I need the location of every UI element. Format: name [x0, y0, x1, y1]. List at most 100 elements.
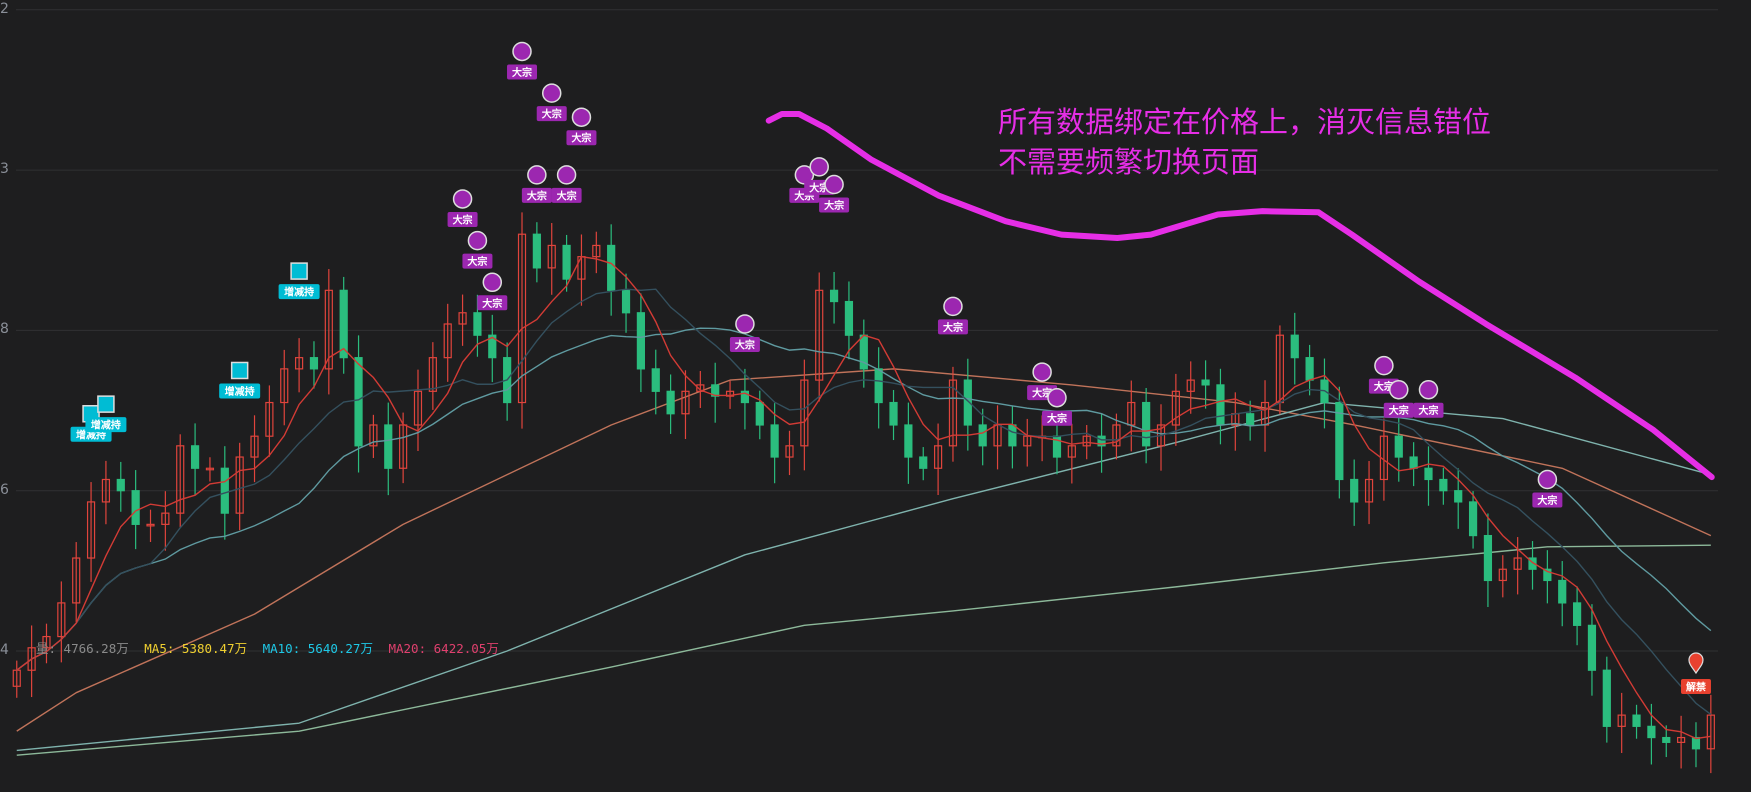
marker-label: 增减持: [284, 286, 314, 299]
long-ma-lines: [16, 368, 1712, 756]
candle-up: [72, 557, 81, 604]
marker-label-bg: [462, 253, 493, 269]
candle-down: [354, 357, 363, 447]
marker-label-bg: [219, 383, 261, 399]
dazong-circle-icon: [541, 83, 562, 103]
candle-down: [1216, 384, 1225, 426]
marker-label-bg: [536, 106, 567, 122]
legend-ma20: MA20: 6422.05万: [388, 641, 499, 656]
dazong-circle-icon: [735, 314, 755, 334]
dazong-circle-icon: [1032, 362, 1052, 382]
candle-down: [1454, 490, 1463, 503]
candle-down: [309, 357, 319, 370]
marker-dazong: 大宗: [447, 189, 478, 227]
annotation-text: 所有数据绑定在价格上，消灭信息错位 不需要频繁切换页面: [998, 102, 1491, 182]
candle-down: [1528, 557, 1537, 570]
candle-up: [413, 390, 423, 426]
dazong-circle-icon: [809, 157, 829, 177]
marker-label-bg: [278, 284, 320, 300]
dazong-circle-icon: [824, 174, 844, 195]
y-tick-label: 2: [0, 0, 9, 17]
marker-label: 大宗: [943, 321, 963, 334]
marker-label: 大宗: [1418, 404, 1438, 417]
candle-down: [1691, 736, 1701, 750]
candle-down: [844, 300, 854, 336]
candle-down: [1290, 334, 1299, 359]
marker-dazong: 大宗: [551, 165, 582, 203]
candle-down: [1662, 736, 1671, 743]
candle-down: [978, 424, 987, 447]
candle-down: [562, 244, 571, 280]
candle-down: [919, 456, 928, 469]
candle-down: [1394, 435, 1403, 458]
marker-label: 大宗: [542, 108, 562, 121]
marker-dazong: 大宗: [1027, 362, 1058, 401]
candles: [12, 212, 1715, 774]
candle-up: [161, 512, 170, 525]
long2-ma-line: [16, 401, 1712, 752]
candle-down: [1142, 401, 1151, 447]
candle-down: [532, 233, 541, 269]
y-tick-label: 4: [0, 642, 9, 658]
marker-label-bg: [551, 187, 582, 203]
candle-up: [369, 424, 378, 447]
candle-up: [948, 379, 958, 447]
candle-down: [874, 368, 883, 404]
candle-up: [428, 357, 437, 392]
candle-down: [1201, 379, 1210, 386]
candle-down: [889, 401, 898, 426]
candle-up: [458, 312, 467, 325]
legend-ma5: MA5: 5380.47万: [144, 641, 248, 656]
candle-up: [800, 379, 809, 447]
marker-label-bg: [1041, 410, 1072, 426]
marker-jiejin: 解禁: [1680, 652, 1711, 695]
marker-label: 增减持: [91, 419, 121, 432]
candle-up: [57, 602, 66, 638]
candle-down: [1632, 714, 1641, 727]
candle-down: [1008, 424, 1017, 447]
candle-down: [1424, 467, 1433, 481]
marker-label: 大宗: [557, 189, 577, 202]
marker-dazong: 大宗: [1041, 387, 1072, 426]
legend-ma10: MA10: 5640.27万: [262, 641, 373, 656]
dazong-circle-icon: [1418, 379, 1439, 400]
candle-up: [101, 478, 111, 503]
dazong-circle-icon: [571, 107, 592, 127]
candle-up: [324, 289, 333, 370]
marker-label: 大宗: [453, 213, 473, 226]
candle-up: [295, 357, 304, 370]
marker-label: 大宗: [1047, 412, 1067, 425]
marker-label: 增减持: [225, 385, 255, 398]
y-tick-label: 3: [0, 161, 9, 178]
candle-up: [934, 445, 943, 469]
candle-down: [1543, 568, 1552, 582]
marker-label: 大宗: [809, 181, 829, 194]
candle-down: [220, 467, 229, 514]
candle-down: [1439, 478, 1448, 492]
marker-label-bg: [521, 187, 552, 203]
marker-dazong: 大宗: [1383, 379, 1414, 418]
marker-label-bg: [507, 64, 538, 80]
candle-up: [1112, 424, 1121, 447]
candle-down: [1246, 413, 1255, 426]
candle-down: [755, 401, 764, 426]
candle-down: [384, 424, 393, 469]
marker-label-bg: [1413, 402, 1444, 418]
marker-dazong: 大宗: [1532, 469, 1563, 508]
candle-up: [86, 501, 96, 559]
marker-dazong: 大宗: [937, 296, 968, 335]
marker-label: 大宗: [571, 132, 591, 145]
candle-up: [592, 244, 601, 258]
candle-down: [473, 312, 482, 336]
marker-label: 大宗: [824, 199, 844, 212]
dazong-circle-icon: [482, 272, 503, 293]
marker-label: 大宗: [512, 66, 532, 79]
candle-down: [131, 490, 140, 525]
candle-up: [280, 368, 289, 404]
zengjianchi-square-icon: [97, 395, 115, 413]
candle-up: [265, 401, 274, 437]
candle-down: [770, 424, 779, 458]
volume-legend: 量: 4766.28万 MA5: 5380.47万 MA10: 5640.27万…: [36, 638, 507, 657]
marker-dazong: 大宗: [507, 41, 538, 80]
